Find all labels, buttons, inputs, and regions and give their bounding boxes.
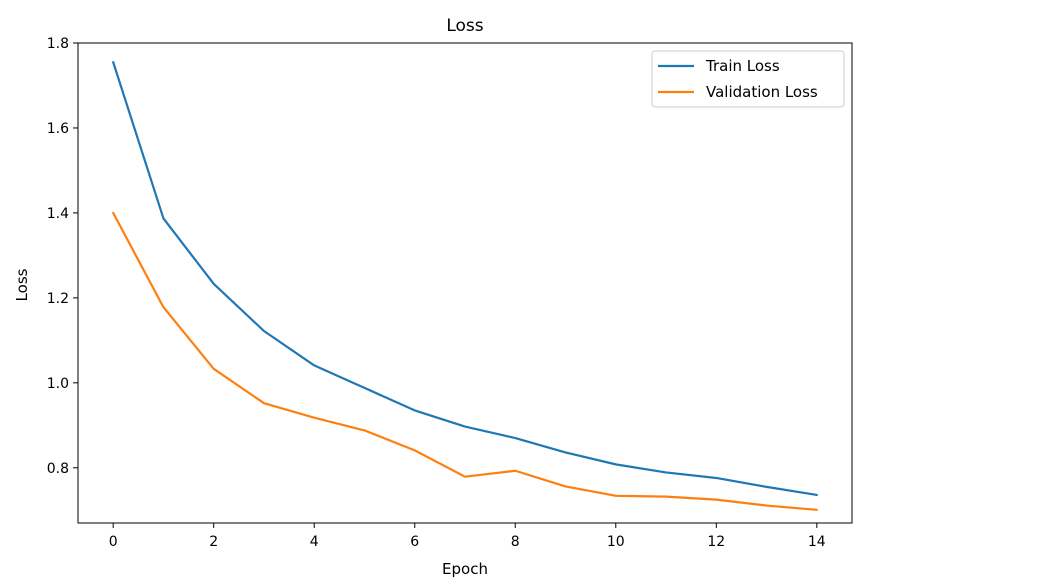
y-tick-label: 1.2 [47, 291, 69, 307]
x-axis-label: Epoch [442, 560, 488, 578]
y-tick-label: 1.8 [47, 36, 69, 52]
y-axis-label: Loss [13, 268, 31, 301]
series-line-2 [112, 211, 818, 511]
series-line-1 [112, 61, 818, 497]
x-tick-label: 14 [808, 534, 826, 550]
plot-area: 0 2 4 6 8 10 12 14 0.8 1.0 1.2 1.4 1.6 1.8 Train Loss V… [47, 36, 853, 550]
y-tick-label: 1.6 [47, 121, 69, 137]
legend-label: Train Loss [705, 57, 780, 75]
y-tick-label: 1.0 [47, 376, 69, 392]
chart-title: Loss [446, 16, 483, 36]
x-tick-label: 12 [707, 534, 725, 550]
x-tick-label: 8 [511, 534, 520, 550]
x-tick-label: 0 [109, 534, 118, 550]
legend-box [651, 50, 845, 108]
x-tick-label: 2 [209, 534, 218, 550]
x-tick-label: 4 [310, 534, 319, 550]
y-tick-label: 1.4 [47, 206, 69, 222]
y-tick-label: 0.8 [47, 461, 69, 477]
x-tick-label: 10 [607, 534, 625, 550]
axes-frame [77, 42, 853, 524]
legend-label: Validation Loss [706, 83, 818, 101]
x-tick-label: 6 [410, 534, 419, 550]
